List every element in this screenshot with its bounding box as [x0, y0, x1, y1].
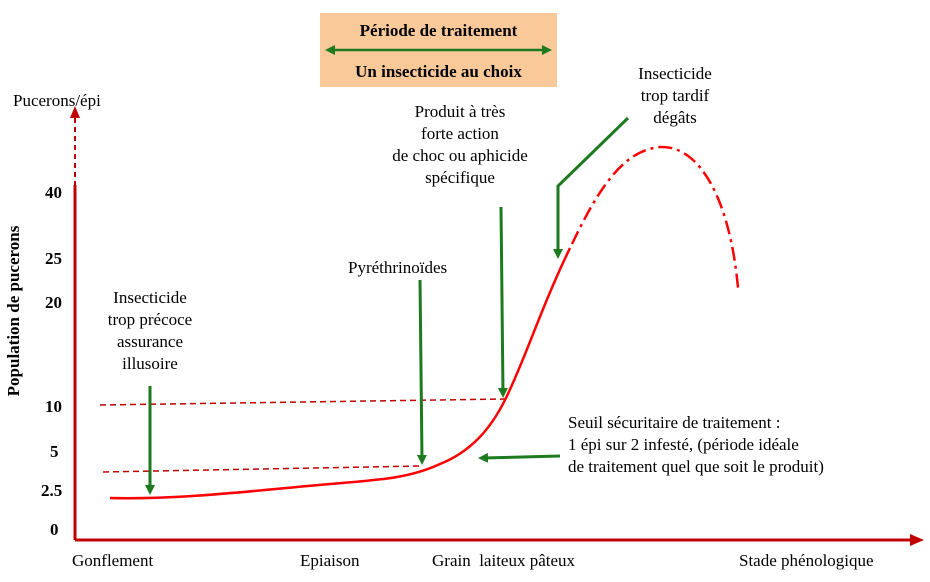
y-tick-0: 0	[50, 520, 59, 539]
annotation-threshold: Seuil sécuritaire de traitement : 1 épi …	[568, 413, 824, 476]
threshold-line-10	[99, 398, 506, 406]
annotation-strong-product: Produit à très forte action de choc ou a…	[392, 102, 528, 187]
x-tick-epiaison: Epiaison	[300, 551, 360, 570]
y-tick-10: 10	[45, 397, 62, 416]
y-tick-5: 5	[50, 442, 59, 461]
arrow-pyrethro	[416, 279, 427, 465]
annotation-too-late: Insecticide trop tardif dégâts	[638, 64, 712, 127]
arrow-threshold	[478, 452, 561, 463]
x-axis-arrowhead	[910, 534, 924, 546]
population-curve	[109, 247, 572, 500]
y-axis-label: Population de pucerons	[4, 225, 23, 397]
insecticide-choice-label: Un insecticide au choix	[355, 62, 522, 81]
y-tick-40: 40	[45, 183, 62, 202]
x-axis-label: Stade phénologique	[739, 551, 874, 570]
y-tick-25: 25	[45, 249, 62, 268]
annotation-too-early: Insecticide trop précoce assurance illus…	[107, 288, 193, 373]
x-tick-grain: Grain laiteux pâteux	[432, 551, 576, 570]
y-axis-unit: Pucerons/épi	[13, 91, 101, 110]
population-curve-projected	[570, 145, 740, 289]
threshold-line-5	[102, 465, 421, 473]
annotation-pyrethroids: Pyréthrinoïdes	[348, 258, 448, 277]
y-tick-2-5: 2.5	[41, 481, 63, 500]
y-tick-20: 20	[45, 293, 62, 312]
treatment-period-label: Période de traitement	[359, 21, 518, 40]
arrow-late	[553, 116, 630, 259]
x-tick-gonflement: Gonflement	[72, 551, 154, 570]
y-axis-arrowhead	[70, 106, 80, 118]
arrow-strong	[497, 206, 508, 398]
